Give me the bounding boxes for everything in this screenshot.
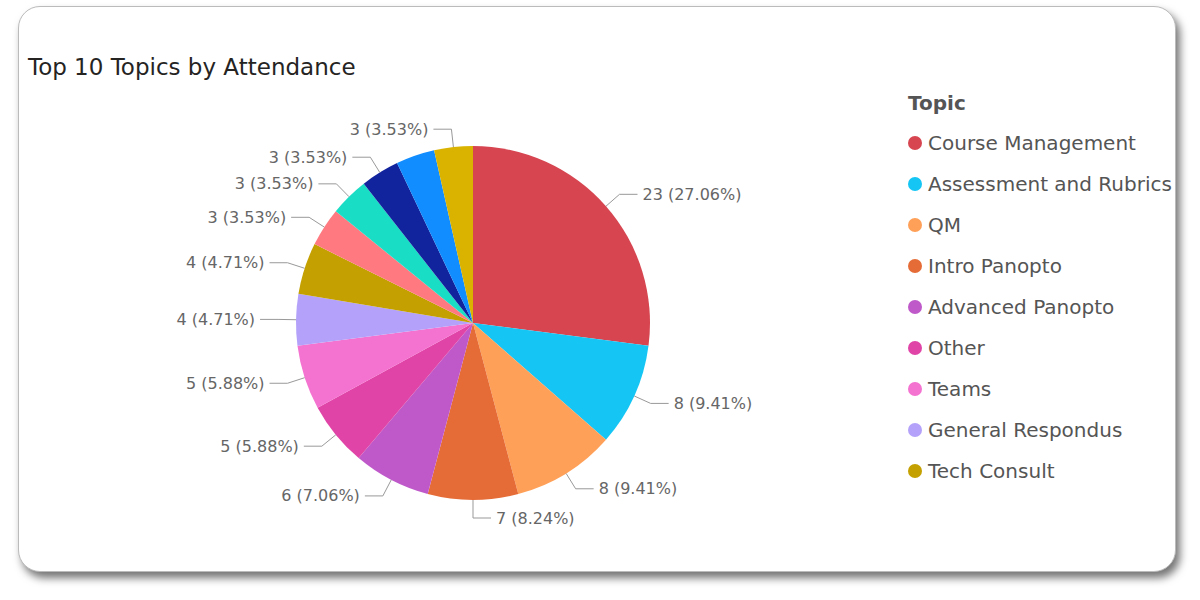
svg-text:4 (4.71%): 4 (4.71%) [186,253,265,272]
svg-text:3 (3.53%): 3 (3.53%) [350,120,429,139]
html-text:QM: QM [928,213,961,238]
html-text:Intro Panopto: Intro Panopto [928,254,1062,279]
svg-text:8 (9.41%): 8 (9.41%) [599,479,678,498]
html-text:Teams: Teams [928,376,992,401]
svg-text:3 (3.53%): 3 (3.53%) [269,148,348,167]
svg-text:7 (8.24%): 7 (8.24%) [496,509,575,528]
html-text:Course Management: Course Management [928,131,1136,156]
svg-text:3 (3.53%): 3 (3.53%) [235,174,314,193]
html-text:Top 10 Topics by Attendance: Top 10 Topics by Attendance [28,54,356,80]
svg-text:5 (5.88%): 5 (5.88%) [186,374,265,393]
svg-text:23 (27.06%): 23 (27.06%) [643,185,742,204]
svg-text:6 (7.06%): 6 (7.06%) [281,486,360,505]
html-text:Tech Consult: Tech Consult [928,458,1055,483]
html-text:Other: Other [928,335,985,360]
html-text:Advanced Panopto: Advanced Panopto [928,295,1115,319]
svg-text:4 (4.71%): 4 (4.71%) [176,310,255,329]
svg-text:3 (3.53%): 3 (3.53%) [208,208,287,227]
svg-text:5 (5.88%): 5 (5.88%) [220,437,299,456]
html-text:General Respondus: General Respondus [928,417,1123,442]
html-text:Assessment and Rubrics: Assessment and Rubrics [928,172,1172,197]
svg-text:8 (9.41%): 8 (9.41%) [674,394,753,413]
html-text:Topic: Topic [908,91,966,115]
